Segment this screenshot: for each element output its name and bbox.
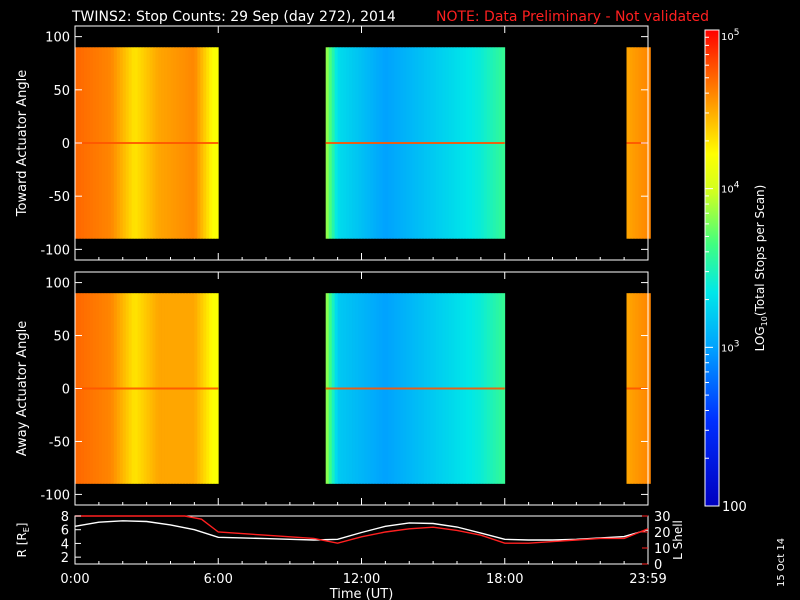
colorbar-tick-base: 10 — [721, 185, 734, 196]
away-ytick-label: 0 — [62, 383, 70, 398]
orbit-ytick-left-label: 4 — [61, 537, 69, 552]
away-heatmap-column — [647, 293, 651, 484]
orbit-xtick-label: 0:00 — [60, 572, 89, 587]
colorbar-label-prefix: LOG — [753, 326, 767, 351]
colorbar-tick-label: 104 — [721, 181, 740, 196]
toward-ytick-label: 50 — [53, 84, 70, 99]
away-ytick-label: -50 — [49, 435, 70, 450]
orbit-ylabel-left-sub: E — [22, 527, 31, 532]
toward-heatmap-column — [647, 47, 651, 239]
colorbar-tick-base: 10 — [721, 32, 734, 43]
orbit-ytick-right-label: 10 — [654, 542, 671, 557]
lshell-series-line — [75, 515, 649, 544]
colorbar-tick-label: 105 — [721, 28, 739, 43]
colorbar-tick-label: 100 — [722, 500, 747, 515]
date-stamp: 15 Oct 14 — [776, 538, 787, 587]
toward-ytick-label: -100 — [40, 243, 70, 258]
colorbar-tick-exp: 3 — [734, 339, 740, 349]
orbit-ytick-left-label: 8 — [61, 510, 69, 525]
r-series-line — [74, 520, 649, 541]
colorbar-label-suffix: (Total Stops per Scan) — [753, 185, 767, 316]
orbit-xlabel: Time (UT) — [329, 587, 394, 600]
orbit-ytick-right-label: 20 — [654, 526, 671, 541]
colorbar-tick-exp: 4 — [734, 181, 740, 191]
toward-ytick-label: 0 — [62, 137, 70, 152]
away-ylabel: Away Actuator Angle — [15, 321, 30, 456]
orbit-ylabel-left-close: ] — [15, 523, 29, 528]
orbit-xtick-label: 23:59 — [629, 572, 666, 587]
away-ytick-label: -100 — [40, 488, 70, 503]
colorbar-tick-base: 10 — [721, 343, 734, 354]
orbit-ytick-right-label: 0 — [654, 558, 662, 573]
chart-title: TWINS2: Stop Counts: 29 Sep (day 272), 2… — [71, 9, 396, 25]
orbit-ytick-right-label: 30 — [654, 510, 671, 525]
toward-ytick-label: 100 — [45, 31, 70, 46]
orbit-xtick-label: 12:00 — [343, 572, 380, 587]
colorbar-tick-exp: 5 — [734, 28, 740, 38]
toward-ytick-label: -50 — [49, 190, 70, 205]
orbit-ylabel-right: L Shell — [671, 520, 685, 560]
orbit-ytick-left-label: 2 — [61, 551, 69, 566]
preliminary-note: NOTE: Data Preliminary - Not validated — [436, 9, 709, 25]
away-panel: 100 50 0 -50 -100 Away Actuator Angle — [15, 271, 651, 506]
colorbar-label-sub: 10 — [760, 316, 769, 326]
orbit-ylabel-left-main: R [R — [15, 532, 29, 557]
colorbar-gradient — [704, 29, 720, 507]
away-ytick-label: 100 — [45, 277, 70, 292]
toward-panel: 100 50 0 -50 -100 Toward Actuator Angle — [15, 25, 651, 261]
away-ytick-label: 50 — [53, 330, 70, 345]
colorbar-tick-label: 103 — [721, 339, 739, 354]
orbit-xtick-label: 18:00 — [486, 572, 523, 587]
orbit-ytick-left-label: 6 — [61, 524, 69, 539]
toward-ylabel: Toward Actuator Angle — [15, 70, 30, 217]
orbit-ylabel-left: R [RE] — [15, 523, 31, 558]
orbit-xtick-label: 6:00 — [204, 572, 233, 587]
colorbar-label: LOG10(Total Stops per Scan) — [753, 185, 769, 352]
